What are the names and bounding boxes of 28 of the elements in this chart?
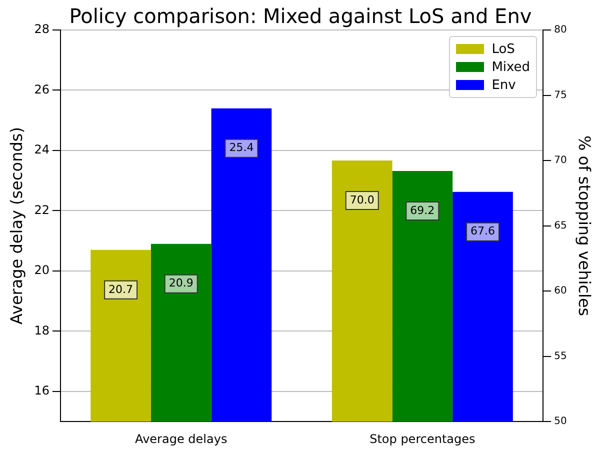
y-tick-label: 18 — [34, 323, 50, 338]
data-label: 67.6 — [470, 224, 495, 238]
data-label: 20.7 — [108, 282, 134, 296]
y2-tick-label: 70 — [554, 155, 567, 166]
legend-label: Mixed — [490, 58, 530, 76]
legend-label: Env — [490, 76, 517, 94]
y2-tick-label: 55 — [554, 350, 567, 362]
y2-tick-label: 65 — [554, 220, 567, 232]
y2-tick-label: 50 — [554, 416, 567, 428]
x-tick-label: Stop percentages — [370, 432, 476, 446]
data-label: 70.0 — [350, 193, 374, 206]
y2-tick-label: 60 — [554, 286, 567, 297]
y-axis-title: Average delay (seconds) — [6, 127, 26, 325]
y2-axis-title: % of stopping vehicles — [575, 135, 594, 316]
y-tick-label: 28 — [34, 22, 50, 36]
x-tick-label: Average delays — [135, 432, 228, 446]
y-tick-label: 22 — [34, 202, 50, 217]
y2-tick-label: 75 — [554, 90, 567, 101]
chart-title: Policy comparison: Mixed against LoS and Env — [69, 4, 532, 28]
y-tick-label: 20 — [34, 263, 50, 278]
data-label: 69.2 — [410, 204, 435, 217]
data-label: 25.4 — [229, 141, 254, 154]
data-label: 20.9 — [168, 276, 194, 290]
y-tick-label: 24 — [34, 142, 50, 157]
y2-tick-label: 80 — [554, 24, 567, 36]
y-tick-label: 26 — [34, 82, 50, 96]
y-tick-label: 16 — [34, 384, 50, 398]
legend-label: LoS — [490, 40, 516, 58]
